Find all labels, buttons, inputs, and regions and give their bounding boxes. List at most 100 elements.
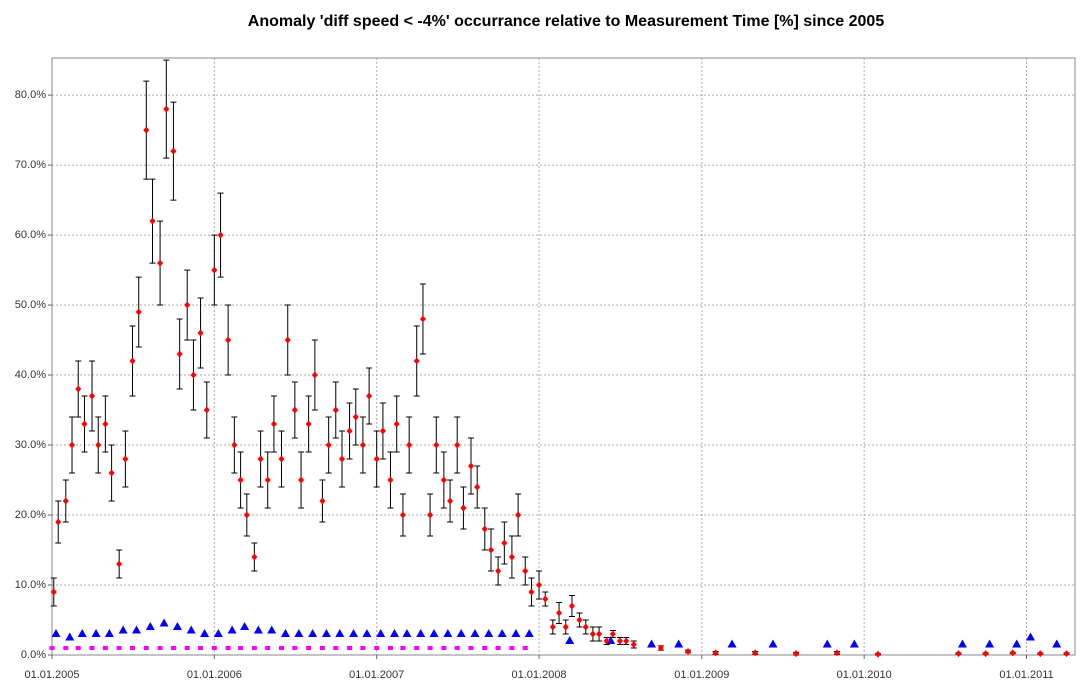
plot-area [51,57,1076,656]
point [227,625,237,634]
point [291,406,298,414]
point [346,427,353,435]
point [278,455,285,463]
point [360,646,366,651]
point [352,413,359,421]
point [443,629,453,638]
point [116,560,123,568]
y-tick-label: 20.0% [15,509,46,521]
point [387,476,394,484]
point [95,441,102,449]
point [75,385,82,393]
x-tick-label: 01.01.2005 [24,669,79,681]
point [374,646,380,651]
point [793,650,800,658]
point [399,511,406,519]
point [130,646,136,651]
x-tick-label: 01.01.2010 [837,669,892,681]
point [51,629,61,638]
point [306,646,312,651]
point [69,441,76,449]
point [118,625,128,634]
point [292,646,298,651]
point [822,639,832,648]
point [440,476,447,484]
y-tick-label: 50.0% [15,299,46,311]
point [416,629,426,638]
point [264,476,271,484]
point [874,650,881,658]
point [393,420,400,428]
point [267,625,277,634]
point [49,646,55,651]
point [441,646,447,651]
point [231,441,238,449]
point [108,469,115,477]
point [376,629,386,638]
point [298,476,305,484]
point [163,105,170,113]
point [225,646,231,651]
point [1063,650,1070,658]
y-tick-label: 40.0% [15,369,46,381]
point [240,622,250,631]
point [311,371,318,379]
point [562,623,569,631]
point [132,625,142,634]
point [429,629,439,638]
point [542,595,549,603]
x-tick-label: 01.01.2007 [349,669,404,681]
point [116,646,122,651]
point [616,637,623,645]
point [265,646,271,651]
point [197,329,204,337]
point [50,588,57,596]
point [243,511,250,519]
point [685,648,692,656]
point [400,646,406,651]
point [427,511,434,519]
point [589,630,596,638]
point [556,609,563,617]
point [77,629,87,638]
point [955,650,962,658]
point [1052,639,1062,648]
point [536,581,543,589]
point [143,126,150,134]
point [456,629,466,638]
point [387,646,393,651]
point [985,639,995,648]
point [1037,650,1044,658]
point [427,646,433,651]
point [582,623,589,631]
point [211,646,217,651]
point [91,629,101,638]
point [482,646,488,651]
point [325,441,332,449]
point [102,646,108,651]
point [319,646,325,651]
point [509,646,515,651]
point [528,588,535,596]
point [1009,649,1016,657]
point [460,504,467,512]
point [75,646,81,651]
y-tick-label: 0.0% [21,649,46,661]
point [467,462,474,470]
point [129,357,136,365]
point [468,646,474,651]
point [366,392,373,400]
point [484,629,494,638]
point [217,231,224,239]
point [200,629,210,638]
point [414,646,420,651]
x-tick-label: 01.01.2009 [674,669,729,681]
point [104,629,114,638]
point [454,646,460,651]
point [630,641,637,649]
point [211,266,218,274]
point [238,646,244,651]
point [549,623,556,631]
y-tick-label: 80.0% [15,89,46,101]
point [81,420,88,428]
